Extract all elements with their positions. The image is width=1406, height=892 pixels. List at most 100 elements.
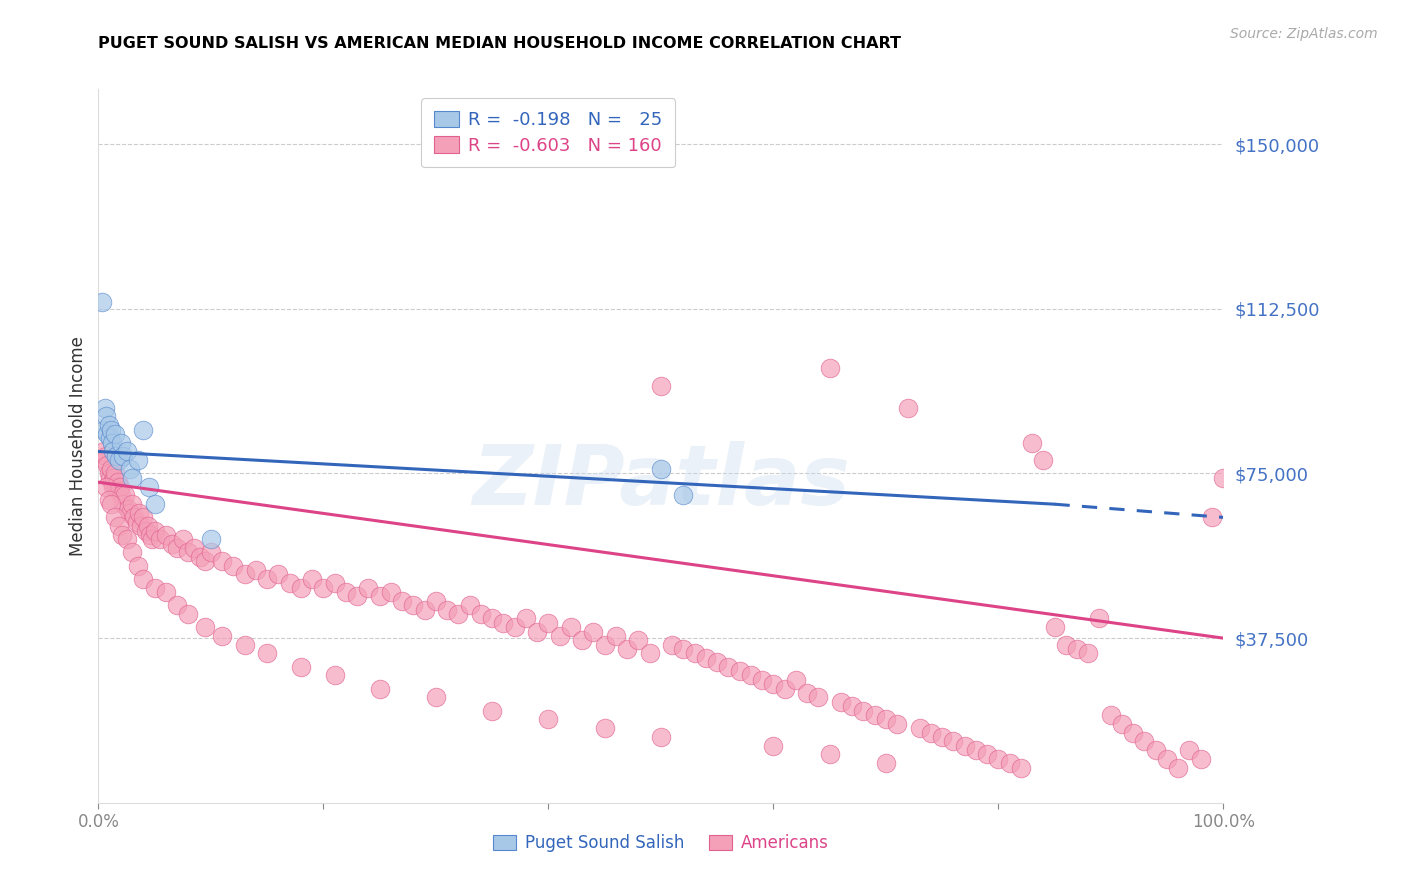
Point — [125, 515, 148, 529]
Point — [818, 747, 841, 762]
Point — [931, 730, 953, 744]
Point — [818, 361, 841, 376]
Point — [290, 581, 312, 595]
Point — [1032, 453, 1054, 467]
Point — [638, 647, 661, 661]
Point — [124, 510, 146, 524]
Point — [177, 607, 200, 621]
Point — [335, 585, 357, 599]
Point — [183, 541, 205, 555]
Point — [101, 480, 124, 494]
Point — [96, 426, 118, 441]
Point — [177, 545, 200, 559]
Point — [200, 545, 222, 559]
Point — [751, 673, 773, 687]
Point — [323, 576, 346, 591]
Point — [368, 590, 391, 604]
Point — [672, 488, 695, 502]
Point — [132, 423, 155, 437]
Point — [105, 449, 128, 463]
Point — [481, 611, 503, 625]
Point — [1122, 725, 1144, 739]
Point — [1167, 761, 1189, 775]
Point — [1043, 620, 1066, 634]
Point — [233, 638, 256, 652]
Point — [290, 659, 312, 673]
Point — [129, 519, 152, 533]
Point — [672, 642, 695, 657]
Point — [135, 524, 157, 538]
Point — [796, 686, 818, 700]
Point — [127, 558, 149, 573]
Point — [127, 453, 149, 467]
Point — [425, 594, 447, 608]
Point — [380, 585, 402, 599]
Point — [200, 533, 222, 547]
Point — [118, 462, 141, 476]
Y-axis label: Median Household Income: Median Household Income — [69, 336, 87, 556]
Point — [256, 647, 278, 661]
Point — [942, 734, 965, 748]
Point — [706, 655, 728, 669]
Point — [194, 554, 217, 568]
Point — [1066, 642, 1088, 657]
Point — [132, 572, 155, 586]
Point — [1088, 611, 1111, 625]
Point — [807, 690, 830, 705]
Point — [875, 756, 897, 771]
Point — [503, 620, 526, 634]
Point — [98, 431, 121, 445]
Point — [447, 607, 470, 621]
Point — [121, 545, 143, 559]
Point — [1021, 435, 1043, 450]
Point — [155, 528, 177, 542]
Point — [141, 533, 163, 547]
Point — [1212, 471, 1234, 485]
Point — [593, 638, 616, 652]
Point — [436, 602, 458, 616]
Point — [323, 668, 346, 682]
Point — [97, 467, 120, 481]
Point — [97, 492, 120, 507]
Point — [965, 743, 987, 757]
Point — [683, 647, 706, 661]
Point — [93, 423, 115, 437]
Point — [391, 594, 413, 608]
Point — [245, 563, 267, 577]
Point — [458, 598, 481, 612]
Point — [104, 510, 127, 524]
Point — [94, 401, 117, 415]
Point — [650, 378, 672, 392]
Point — [357, 581, 380, 595]
Point — [267, 567, 290, 582]
Text: Source: ZipAtlas.com: Source: ZipAtlas.com — [1230, 27, 1378, 41]
Point — [117, 501, 139, 516]
Point — [526, 624, 548, 639]
Point — [194, 620, 217, 634]
Point — [346, 590, 368, 604]
Point — [112, 497, 135, 511]
Point — [155, 585, 177, 599]
Point — [100, 423, 122, 437]
Point — [728, 664, 751, 678]
Point — [100, 462, 122, 476]
Point — [110, 488, 132, 502]
Point — [136, 519, 159, 533]
Point — [96, 480, 118, 494]
Point — [112, 449, 135, 463]
Point — [103, 471, 125, 485]
Point — [172, 533, 194, 547]
Point — [1201, 510, 1223, 524]
Point — [1099, 708, 1122, 723]
Point — [301, 572, 323, 586]
Point — [886, 716, 908, 731]
Point — [863, 708, 886, 723]
Point — [97, 418, 120, 433]
Point — [571, 633, 593, 648]
Point — [114, 488, 136, 502]
Point — [104, 426, 127, 441]
Point — [101, 435, 124, 450]
Point — [115, 444, 138, 458]
Point — [121, 497, 143, 511]
Point — [537, 712, 560, 726]
